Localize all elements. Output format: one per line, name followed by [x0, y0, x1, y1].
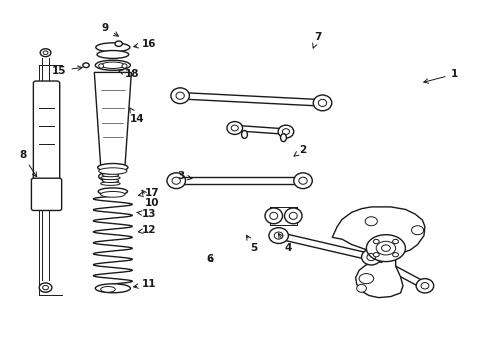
Text: 10: 10 [142, 190, 159, 208]
Ellipse shape [99, 173, 112, 180]
Ellipse shape [415, 279, 433, 293]
Text: 12: 12 [138, 225, 156, 235]
Polygon shape [331, 207, 424, 298]
Text: 4: 4 [278, 233, 291, 253]
Ellipse shape [170, 88, 189, 104]
Ellipse shape [101, 62, 124, 68]
Ellipse shape [101, 176, 120, 180]
Ellipse shape [101, 170, 120, 174]
Ellipse shape [82, 63, 89, 68]
Text: 8: 8 [19, 150, 37, 177]
Circle shape [372, 239, 378, 244]
Ellipse shape [166, 173, 185, 189]
Ellipse shape [361, 249, 380, 265]
Ellipse shape [278, 125, 293, 138]
Ellipse shape [97, 50, 128, 58]
Polygon shape [234, 125, 285, 134]
Ellipse shape [99, 168, 127, 174]
Ellipse shape [98, 163, 128, 171]
Text: 11: 11 [133, 279, 156, 289]
Text: 17: 17 [138, 188, 159, 198]
Ellipse shape [39, 283, 52, 292]
Circle shape [372, 253, 378, 257]
Ellipse shape [365, 217, 377, 226]
Ellipse shape [115, 41, 122, 46]
Polygon shape [176, 177, 303, 184]
Ellipse shape [358, 274, 373, 284]
FancyBboxPatch shape [33, 81, 60, 186]
Ellipse shape [102, 173, 119, 177]
Ellipse shape [264, 208, 282, 224]
Ellipse shape [280, 134, 286, 141]
Text: 1: 1 [423, 69, 457, 83]
Text: 18: 18 [119, 69, 139, 79]
Ellipse shape [268, 228, 288, 243]
Ellipse shape [40, 49, 51, 57]
Ellipse shape [96, 43, 130, 52]
Text: 5: 5 [246, 235, 257, 253]
Ellipse shape [102, 179, 119, 183]
Ellipse shape [99, 64, 103, 68]
Text: 15: 15 [52, 66, 82, 76]
Ellipse shape [101, 287, 115, 292]
Ellipse shape [95, 284, 130, 293]
Circle shape [392, 239, 398, 244]
Ellipse shape [411, 226, 423, 235]
Ellipse shape [101, 192, 125, 197]
Polygon shape [368, 255, 427, 288]
FancyBboxPatch shape [31, 178, 61, 211]
Ellipse shape [366, 235, 405, 262]
Text: 2: 2 [293, 144, 306, 156]
Text: 16: 16 [133, 39, 156, 49]
Text: 9: 9 [102, 23, 118, 36]
Text: 6: 6 [206, 254, 214, 264]
Text: 13: 13 [136, 209, 156, 219]
Ellipse shape [293, 173, 312, 189]
Ellipse shape [313, 95, 331, 111]
Text: 3: 3 [177, 171, 192, 181]
Text: 7: 7 [312, 32, 321, 48]
Ellipse shape [356, 284, 366, 292]
Ellipse shape [284, 208, 302, 224]
Ellipse shape [241, 131, 247, 138]
Polygon shape [180, 93, 322, 106]
Ellipse shape [122, 64, 127, 68]
Ellipse shape [375, 241, 395, 255]
Text: 14: 14 [129, 108, 144, 124]
Ellipse shape [101, 182, 120, 185]
Circle shape [392, 253, 398, 257]
Polygon shape [277, 233, 372, 260]
Ellipse shape [98, 188, 127, 195]
Ellipse shape [226, 122, 242, 134]
Polygon shape [94, 72, 131, 166]
Ellipse shape [95, 60, 130, 70]
